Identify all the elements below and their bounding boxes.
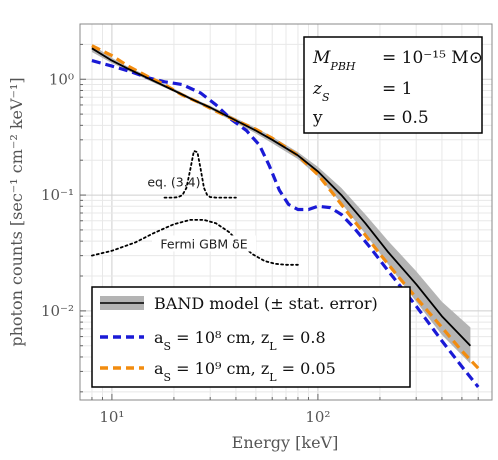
annotation-layer: eq. (3.4) Fermi GBM δE: [147, 175, 257, 252]
x-axis-label: Energy [keV]: [232, 433, 339, 452]
blue-lensed-line: [91, 59, 480, 388]
param-mpbh-value: = 10⁻¹⁵ M⊙: [382, 48, 483, 68]
param-mpbh-symbol: MPBH: [312, 48, 356, 73]
params-box: MPBH = 10⁻¹⁵ M⊙ zS = 1 y = 0.5: [303, 36, 483, 134]
y-tick-label: 10⁰: [49, 70, 74, 88]
param-zs-value: = 1: [382, 79, 412, 99]
params-box-frame: [303, 36, 483, 134]
y-tick-label: 10⁻¹: [41, 186, 74, 204]
x-tick-label: 10²: [305, 408, 330, 426]
fermi-gbm-dotted-line: [91, 218, 299, 266]
legend-entry-orange: aS = 10⁹ cm, zL = 0.05: [154, 359, 336, 384]
legend-entry-band: BAND model (± stat. error): [154, 294, 378, 313]
x-tick-label: 10¹: [99, 408, 124, 426]
fermi-gbm-label: Fermi GBM δE: [160, 236, 247, 251]
legend-frame: [91, 286, 411, 388]
param-zs-symbol: zS: [312, 79, 330, 104]
band-model-line: [91, 47, 472, 347]
eq34-dotted-line: [163, 150, 237, 199]
eq34-label: eq. (3.4): [147, 175, 200, 190]
y-axis-label: photon counts [sec⁻¹ cm⁻² keV⁻¹]: [7, 77, 26, 346]
fermi-label-bg: [152, 235, 257, 252]
param-y-symbol: y: [312, 108, 323, 128]
legend: BAND model (± stat. error) aS = 10⁸ cm, …: [91, 286, 411, 388]
param-y-value: = 0.5: [382, 108, 429, 128]
tick-layer: 10¹ 10² 10⁻² 10⁻¹ 10⁰: [41, 43, 479, 426]
y-tick-label: 10⁻²: [41, 302, 74, 320]
legend-entry-blue: aS = 10⁸ cm, zL = 0.8: [154, 328, 326, 353]
